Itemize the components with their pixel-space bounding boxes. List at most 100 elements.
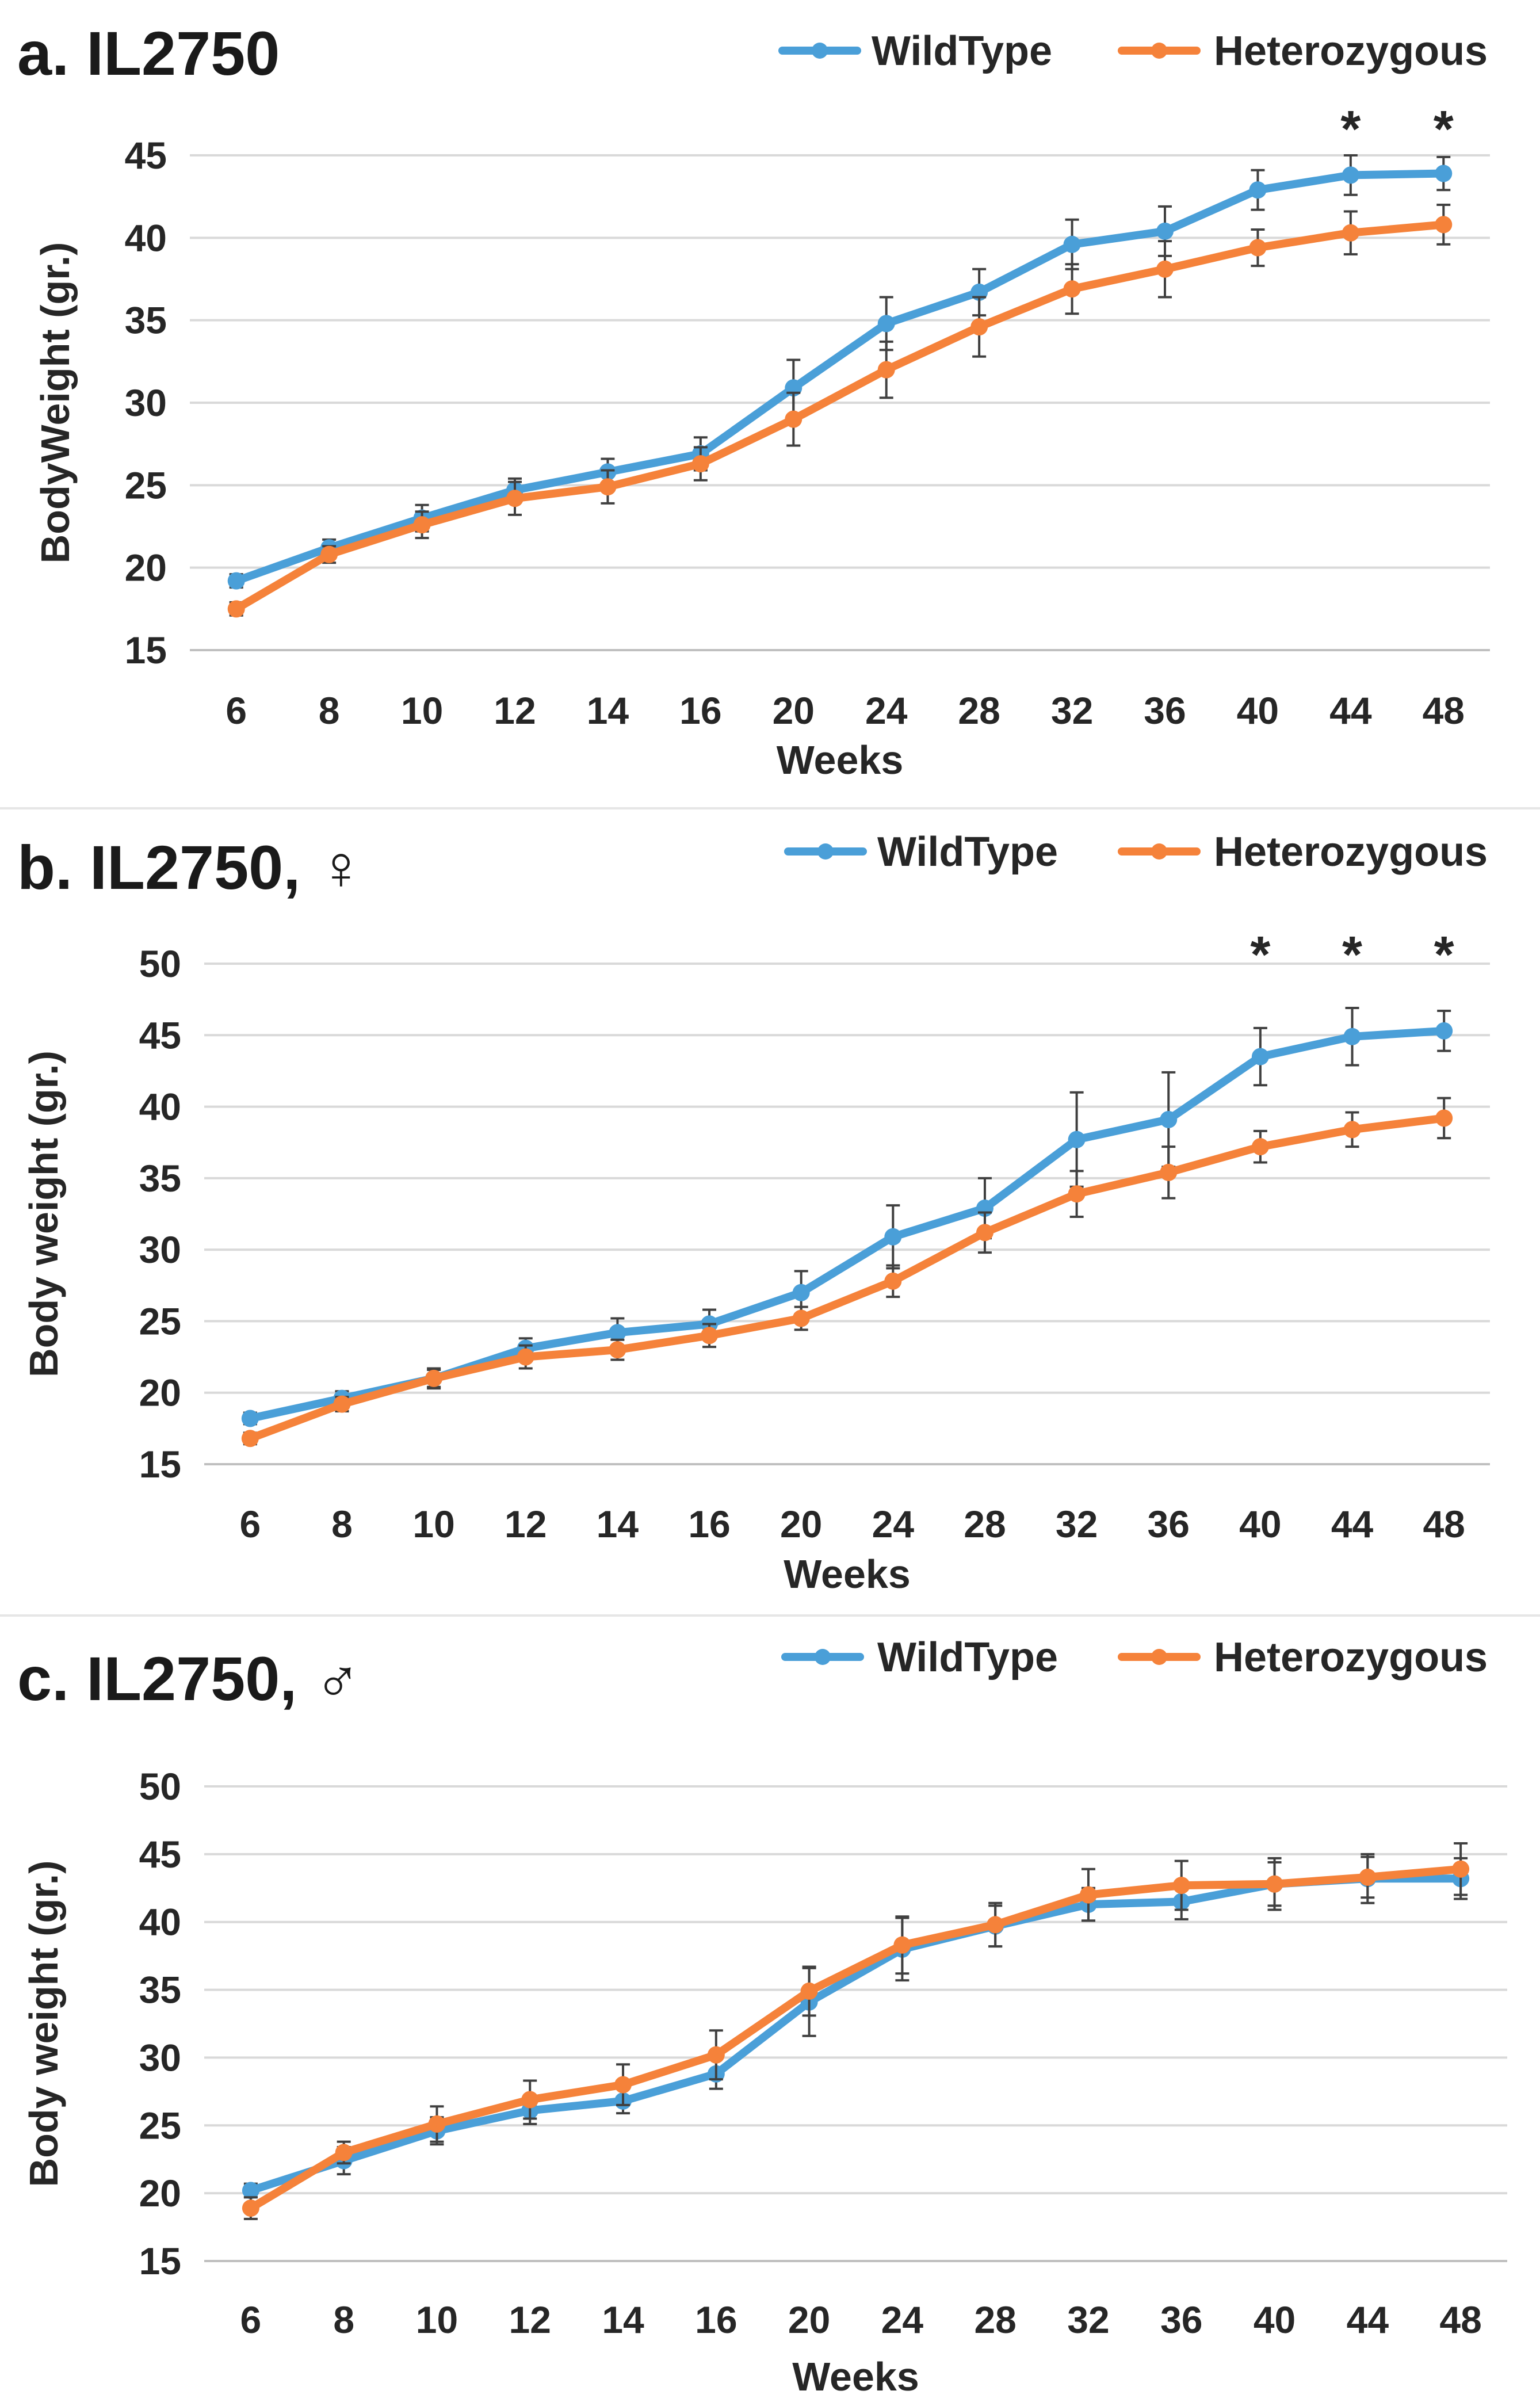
- data-point: [241, 1430, 259, 1448]
- x-tick-label: 12: [505, 1503, 547, 1545]
- series-heterozygous: [227, 204, 1453, 618]
- x-tick-label: 20: [788, 2298, 830, 2341]
- data-point: [1172, 1877, 1190, 1895]
- y-tick-label: 35: [139, 1969, 181, 2011]
- legend-entry-wildtype: WildType: [781, 1634, 1058, 1681]
- x-tick-label: 14: [602, 2298, 644, 2341]
- x-axis-label: Weeks: [792, 2354, 919, 2399]
- data-point: [1343, 1121, 1361, 1139]
- data-point: [614, 2076, 632, 2094]
- x-tick-label: 20: [773, 689, 815, 732]
- data-point: [599, 478, 617, 496]
- data-point: [227, 600, 245, 618]
- data-point: [1359, 1868, 1377, 1886]
- y-tick-label: 15: [139, 2240, 181, 2282]
- legend-marker: [815, 1649, 831, 1665]
- x-tick-label: 10: [412, 1503, 454, 1545]
- data-point: [333, 1395, 351, 1413]
- data-point: [1160, 1163, 1178, 1181]
- data-point: [1156, 260, 1174, 278]
- x-tick-label: 6: [240, 2298, 262, 2341]
- data-point: [1343, 1028, 1361, 1045]
- x-tick-label: 44: [1329, 689, 1372, 732]
- x-tick-label: 12: [494, 689, 536, 732]
- x-tick-label: 48: [1423, 1503, 1465, 1545]
- data-point: [1079, 1886, 1097, 1904]
- data-point: [1435, 1022, 1453, 1040]
- x-tick-label: 24: [865, 689, 908, 732]
- x-tick-label: 44: [1331, 1503, 1374, 1545]
- series-line: [246, 1026, 1449, 1423]
- data-point: [1435, 216, 1453, 234]
- legend-label: WildType: [877, 829, 1058, 875]
- significance-marker: *: [1434, 926, 1454, 984]
- data-point: [1452, 1860, 1470, 1878]
- x-tick-label: 40: [1239, 1503, 1281, 1545]
- data-point: [1249, 181, 1267, 199]
- x-tick-label: 44: [1347, 2298, 1389, 2341]
- x-tick-label: 36: [1148, 1503, 1190, 1545]
- legend-entry-wildtype: WildType: [778, 28, 1052, 74]
- x-tick-label: 24: [872, 1503, 915, 1545]
- x-tick-label: 16: [679, 689, 721, 732]
- y-tick-label: 15: [125, 629, 167, 671]
- data-point: [1068, 1131, 1086, 1148]
- y-tick-label: 50: [139, 942, 181, 985]
- data-point: [1063, 280, 1081, 298]
- data-point: [335, 2144, 353, 2161]
- data-point: [428, 2115, 446, 2133]
- data-point: [242, 2182, 259, 2199]
- significance-marker: *: [1434, 101, 1454, 158]
- x-tick-label: 24: [881, 2298, 924, 2341]
- y-tick-label: 40: [139, 1901, 181, 1943]
- y-tick-label: 20: [139, 1372, 181, 1414]
- data-point: [877, 315, 895, 333]
- significance-marker: *: [1250, 926, 1270, 984]
- data-point: [1063, 235, 1081, 253]
- chart-panel-b: b. IL2750, ♀ 15 20 25 30 35 40 45 50 6 8 10 12 14 16 20…: [17, 829, 1490, 1597]
- x-tick-label: 6: [226, 689, 247, 732]
- x-tick-label: 12: [509, 2298, 551, 2341]
- x-axis-label: Weeks: [784, 1552, 911, 1597]
- legend-label: WildType: [877, 1634, 1058, 1681]
- data-point: [320, 545, 338, 563]
- y-tick-label: 35: [125, 299, 167, 342]
- y-tick-label: 20: [125, 547, 167, 589]
- chart-title: b. IL2750, ♀: [17, 832, 364, 902]
- x-tick-label: 48: [1439, 2298, 1481, 2341]
- legend-entry-heterozygous: Heterozygous: [1118, 28, 1488, 74]
- significance-marker: *: [1342, 926, 1362, 984]
- y-axis-label: BodyWeight (gr.): [33, 242, 78, 564]
- y-tick-label: 30: [139, 1228, 181, 1271]
- x-tick-label: 8: [331, 1503, 353, 1545]
- x-tick-label: 36: [1144, 689, 1186, 732]
- legend-label: Heterozygous: [1214, 829, 1488, 875]
- legend-entry-wildtype: WildType: [784, 829, 1058, 875]
- x-tick-label: 10: [416, 2298, 458, 2341]
- chart-title: a. IL2750: [17, 18, 280, 88]
- legend-marker: [817, 843, 834, 860]
- x-tick-label: 16: [695, 2298, 737, 2341]
- x-axis-label: Weeks: [777, 738, 904, 782]
- series-line: [232, 169, 1448, 585]
- x-tick-label: 16: [688, 1503, 730, 1545]
- series-heterozygous: [242, 1842, 1470, 2220]
- y-tick-label: 35: [139, 1157, 181, 1200]
- series-wildtype: [241, 1007, 1453, 1427]
- x-tick-label: 8: [333, 2298, 354, 2341]
- data-point: [1251, 1138, 1269, 1156]
- y-tick-label: 50: [139, 1765, 181, 1808]
- data-point: [792, 1309, 810, 1327]
- data-point: [707, 2046, 725, 2064]
- x-tick-label: 32: [1056, 1503, 1098, 1545]
- y-tick-label: 30: [125, 381, 167, 424]
- series-line: [246, 1865, 1465, 2213]
- data-point: [1435, 1109, 1453, 1127]
- data-point: [227, 572, 245, 590]
- data-point: [884, 1272, 902, 1290]
- data-point: [800, 1982, 818, 2000]
- y-tick-label: 40: [139, 1086, 181, 1128]
- series-line: [246, 1114, 1449, 1443]
- x-tick-label: 14: [597, 1503, 639, 1545]
